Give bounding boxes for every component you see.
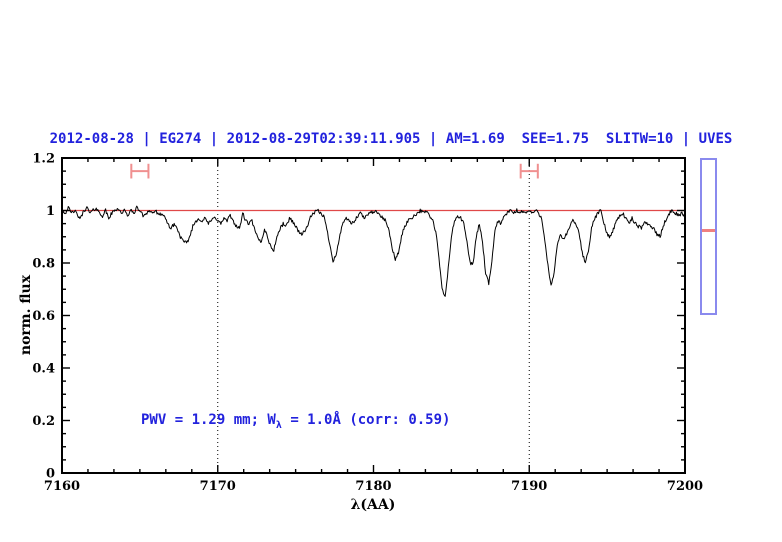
svg-text:0: 0 [46,467,55,482]
pwv-annotation-prefix: PWV = 1.29 mm; W [141,412,276,428]
axis-ticks [61,157,686,474]
pwv-annotation-suffix: = 1.0Å (corr: 0.59) [281,412,451,428]
svg-text:7180: 7180 [355,479,391,494]
pwv-annotation-lambda-subscript: λ [275,419,282,431]
band-interval-markers [130,163,539,179]
x-axis-label: λ(AA) [350,497,396,513]
svg-text:0.2: 0.2 [32,414,55,429]
svg-text:7200: 7200 [667,479,703,494]
flux-level-gauge [700,158,717,315]
flux-level-gauge-line [702,229,715,232]
pwv-annotation: PWV = 1.29 mm; Wλ = 1.0Å (corr: 0.59) [141,412,450,431]
plot-title: 2012-08-28 | EG274 | 2012-08-29T02:39:11… [49,131,733,147]
y-tick-labels: 0 0.2 0.4 0.6 0.8 1 1.2 [32,152,55,482]
svg-text:7170: 7170 [200,479,236,494]
svg-text:7190: 7190 [511,479,547,494]
svg-text:7160: 7160 [44,479,80,494]
svg-text:1: 1 [46,204,55,219]
svg-text:1.2: 1.2 [32,152,55,167]
svg-text:0.6: 0.6 [32,309,55,324]
spectrum-line [61,205,686,297]
svg-text:0.4: 0.4 [32,362,55,377]
y-axis-label: norm. flux [18,274,34,356]
x-tick-labels: 7160 7170 7180 7190 7200 [44,479,703,494]
svg-text:0.8: 0.8 [32,257,55,272]
